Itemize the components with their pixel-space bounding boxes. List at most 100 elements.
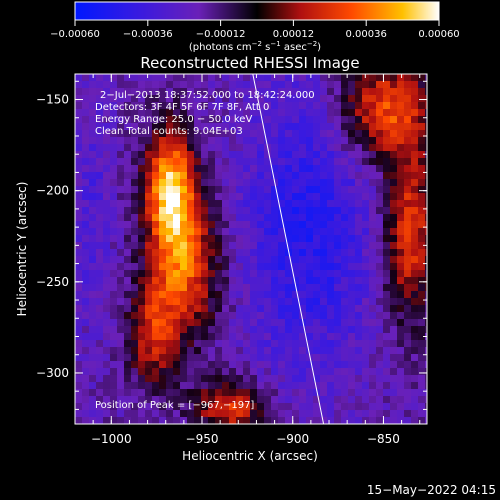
heatmap-cell [264, 137, 271, 144]
heatmap-cell [425, 81, 427, 88]
heatmap-cell [404, 116, 411, 123]
heatmap-cell [369, 326, 376, 333]
heatmap-cell [390, 305, 397, 312]
heatmap-cell [166, 186, 173, 193]
heatmap-cell [390, 347, 397, 354]
heatmap-cell [341, 396, 348, 403]
heatmap-cell [362, 312, 369, 319]
heatmap-cell [229, 172, 236, 179]
heatmap-cell [243, 347, 250, 354]
heatmap-cell [369, 396, 376, 403]
heatmap-cell [418, 403, 425, 410]
heatmap-cell [257, 151, 264, 158]
heatmap-cell [89, 158, 96, 165]
heatmap-cell [306, 144, 313, 151]
heatmap-cell [117, 277, 124, 284]
heatmap-cell [404, 270, 411, 277]
heatmap-cell [313, 396, 320, 403]
heatmap-cell [334, 396, 341, 403]
heatmap-cell [201, 340, 208, 347]
heatmap-cell [257, 263, 264, 270]
heatmap-cell [334, 312, 341, 319]
heatmap-cell [187, 116, 194, 123]
heatmap-cell [194, 410, 201, 417]
y-axis-tick-labels: −150−200−250−300 [36, 93, 69, 380]
heatmap-cell [103, 81, 110, 88]
heatmap-cell [201, 410, 208, 417]
colorbar-tick-label: −0.00036 [123, 29, 173, 40]
heatmap-cell [411, 95, 418, 102]
heatmap-cell [166, 396, 173, 403]
heatmap-cell [187, 389, 194, 396]
heatmap-cell [103, 207, 110, 214]
heatmap-cell [131, 389, 138, 396]
heatmap-cell [110, 263, 117, 270]
heatmap-cell [222, 312, 229, 319]
heatmap-cell [383, 193, 390, 200]
heatmap-cell [425, 354, 427, 361]
heatmap-cell [187, 186, 194, 193]
heatmap-cell [334, 361, 341, 368]
heatmap-cell [138, 403, 145, 410]
heatmap-cell [117, 179, 124, 186]
heatmap-cell [222, 256, 229, 263]
heatmap-cell [299, 354, 306, 361]
heatmap-cell [194, 228, 201, 235]
heatmap-cell [187, 200, 194, 207]
heatmap-cell [208, 354, 215, 361]
heatmap-cell [215, 102, 222, 109]
heatmap-cell [173, 228, 180, 235]
heatmap-cell [348, 123, 355, 130]
heatmap-cell [208, 207, 215, 214]
heatmap-cell [152, 249, 159, 256]
heatmap-cell [110, 235, 117, 242]
heatmap-cell [145, 354, 152, 361]
heatmap-cell [327, 340, 334, 347]
heatmap-cell [166, 151, 173, 158]
heatmap-cell [264, 291, 271, 298]
heatmap-cell [103, 179, 110, 186]
heatmap-cell [425, 277, 427, 284]
heatmap-cell [390, 207, 397, 214]
heatmap-cell [152, 207, 159, 214]
heatmap-cell [369, 116, 376, 123]
heatmap-cell [75, 221, 82, 228]
heatmap-cell [306, 263, 313, 270]
heatmap-cell [82, 186, 89, 193]
heatmap-cell [376, 81, 383, 88]
heatmap-cell [425, 417, 427, 424]
heatmap-cell [152, 389, 159, 396]
heatmap-cell [362, 333, 369, 340]
heatmap-cell [222, 144, 229, 151]
heatmap-cell [96, 130, 103, 137]
heatmap-cell [411, 417, 418, 424]
heatmap-cell [152, 95, 159, 102]
heatmap-cell [96, 298, 103, 305]
heatmap-cell [124, 396, 131, 403]
heatmap-cell [131, 270, 138, 277]
heatmap-cell [229, 88, 236, 95]
heatmap-cell [411, 389, 418, 396]
heatmap-cell [355, 235, 362, 242]
heatmap-cell [341, 270, 348, 277]
heatmap-cell [348, 116, 355, 123]
heatmap-cell [362, 179, 369, 186]
heatmap-cell [117, 396, 124, 403]
heatmap-cell [243, 305, 250, 312]
heatmap-cell [110, 403, 117, 410]
heatmap-cell [397, 326, 404, 333]
heatmap-cell [425, 284, 427, 291]
heatmap-cell [117, 116, 124, 123]
heatmap-cell [271, 368, 278, 375]
heatmap-cell [236, 326, 243, 333]
heatmap-cell [201, 221, 208, 228]
heatmap-cell [418, 382, 425, 389]
heatmap-cell [110, 256, 117, 263]
heatmap-cell [194, 396, 201, 403]
heatmap-cell [278, 298, 285, 305]
heatmap-cell [229, 144, 236, 151]
heatmap-cell [250, 186, 257, 193]
heatmap-cell [411, 284, 418, 291]
heatmap-cell [250, 242, 257, 249]
heatmap-cell [96, 249, 103, 256]
